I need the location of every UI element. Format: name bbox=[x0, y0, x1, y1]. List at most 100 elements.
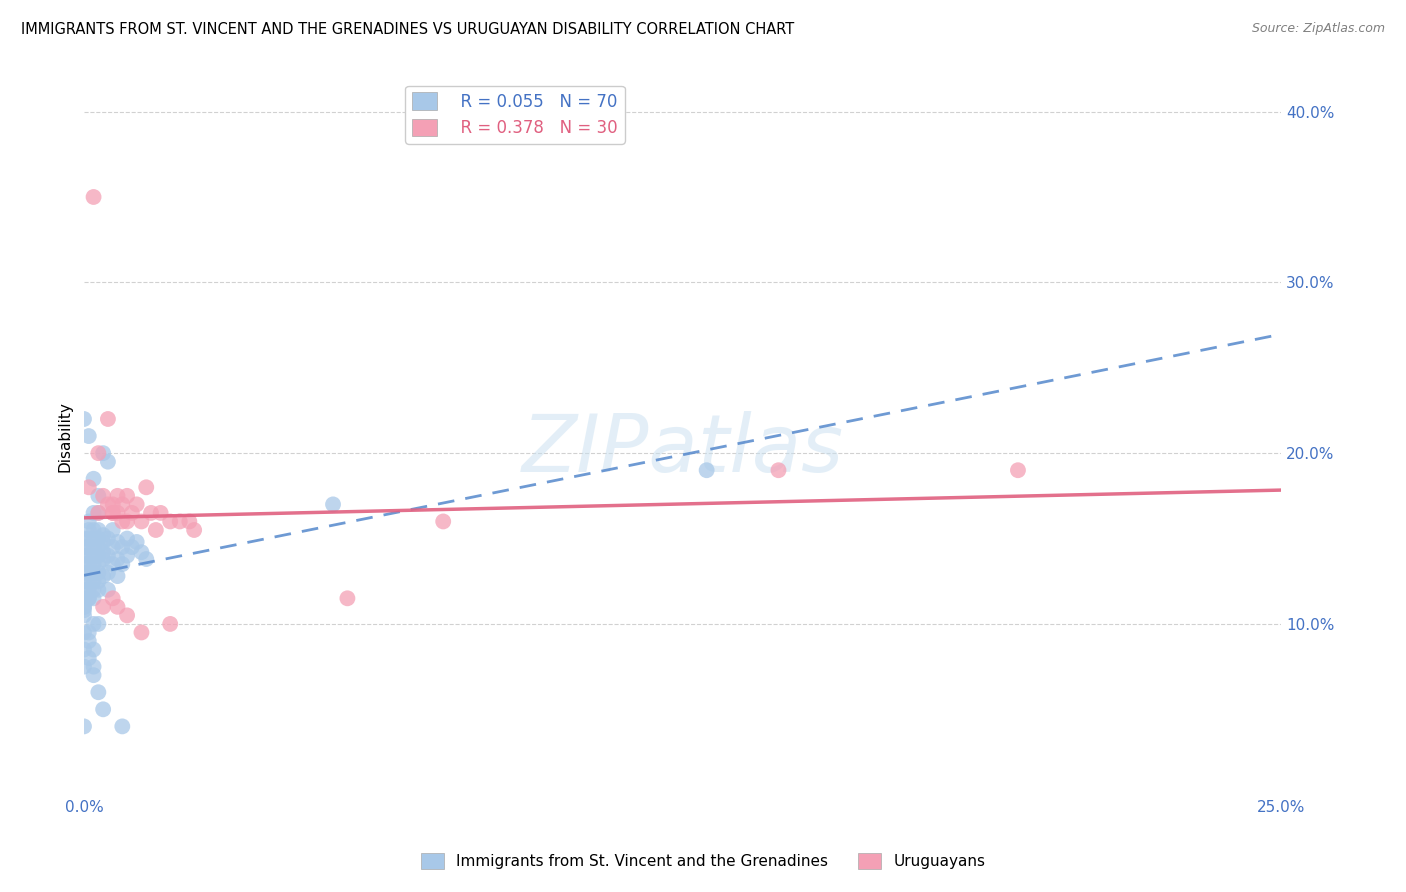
Point bbox=[77, 557, 100, 571]
Legend: Immigrants from St. Vincent and the Grenadines, Uruguayans: Immigrants from St. Vincent and the Gren… bbox=[415, 847, 991, 875]
Point bbox=[87, 685, 110, 699]
Point bbox=[169, 515, 191, 529]
Point bbox=[111, 497, 134, 511]
Point bbox=[696, 463, 718, 477]
Point bbox=[91, 545, 114, 559]
Point bbox=[77, 549, 100, 563]
Point bbox=[87, 540, 110, 554]
Point bbox=[111, 557, 134, 571]
Point bbox=[77, 591, 100, 606]
Point bbox=[107, 506, 129, 520]
Point bbox=[179, 515, 201, 529]
Point bbox=[97, 497, 120, 511]
Point bbox=[87, 549, 110, 563]
Point bbox=[111, 515, 134, 529]
Point bbox=[91, 569, 114, 583]
Point bbox=[87, 506, 110, 520]
Point bbox=[77, 532, 100, 546]
Point bbox=[87, 523, 110, 537]
Point bbox=[107, 569, 129, 583]
Point bbox=[91, 599, 114, 614]
Point bbox=[121, 540, 143, 554]
Point bbox=[87, 574, 110, 589]
Point bbox=[83, 549, 105, 563]
Point bbox=[111, 719, 134, 733]
Point bbox=[73, 603, 96, 617]
Point bbox=[131, 515, 153, 529]
Point bbox=[115, 549, 138, 563]
Point bbox=[87, 489, 110, 503]
Point bbox=[87, 532, 110, 546]
Point bbox=[73, 582, 96, 597]
Point bbox=[101, 506, 124, 520]
Point bbox=[91, 528, 114, 542]
Point bbox=[101, 557, 124, 571]
Point bbox=[125, 535, 148, 549]
Point bbox=[83, 557, 105, 571]
Point bbox=[115, 532, 138, 546]
Point bbox=[145, 523, 167, 537]
Point bbox=[73, 642, 96, 657]
Point bbox=[77, 515, 100, 529]
Point bbox=[91, 535, 114, 549]
Point bbox=[77, 523, 100, 537]
Point bbox=[101, 591, 124, 606]
Point bbox=[73, 599, 96, 614]
Point bbox=[97, 532, 120, 546]
Point bbox=[87, 582, 110, 597]
Point bbox=[159, 616, 181, 631]
Point bbox=[83, 642, 105, 657]
Point bbox=[73, 532, 96, 546]
Point bbox=[97, 549, 120, 563]
Point bbox=[322, 497, 344, 511]
Point bbox=[83, 591, 105, 606]
Point bbox=[111, 540, 134, 554]
Point bbox=[107, 489, 129, 503]
Point bbox=[73, 412, 96, 426]
Point bbox=[73, 625, 96, 640]
Point bbox=[73, 557, 96, 571]
Text: IMMIGRANTS FROM ST. VINCENT AND THE GRENADINES VS URUGUAYAN DISABILITY CORRELATI: IMMIGRANTS FROM ST. VINCENT AND THE GREN… bbox=[21, 22, 794, 37]
Point bbox=[115, 489, 138, 503]
Point bbox=[83, 523, 105, 537]
Point bbox=[73, 574, 96, 589]
Point bbox=[101, 523, 124, 537]
Legend:   R = 0.055   N = 70,   R = 0.378   N = 30: R = 0.055 N = 70, R = 0.378 N = 30 bbox=[405, 86, 624, 144]
Point bbox=[336, 591, 359, 606]
Point bbox=[125, 497, 148, 511]
Point bbox=[87, 566, 110, 580]
Point bbox=[149, 506, 172, 520]
Point bbox=[97, 455, 120, 469]
Point bbox=[432, 515, 454, 529]
Point bbox=[91, 489, 114, 503]
Point bbox=[115, 515, 138, 529]
Point bbox=[83, 506, 105, 520]
Point bbox=[91, 552, 114, 566]
Point bbox=[101, 540, 124, 554]
Point bbox=[77, 574, 100, 589]
Point bbox=[77, 625, 100, 640]
Point bbox=[107, 535, 129, 549]
Point bbox=[73, 591, 96, 606]
Point bbox=[77, 429, 100, 443]
Point bbox=[101, 497, 124, 511]
Point bbox=[183, 523, 205, 537]
Point bbox=[107, 599, 129, 614]
Point bbox=[97, 566, 120, 580]
Point bbox=[77, 591, 100, 606]
Point bbox=[97, 412, 120, 426]
Point bbox=[73, 608, 96, 623]
Point bbox=[73, 549, 96, 563]
Point bbox=[83, 566, 105, 580]
Point bbox=[83, 540, 105, 554]
Point bbox=[115, 608, 138, 623]
Point bbox=[131, 625, 153, 640]
Point bbox=[87, 557, 110, 571]
Point bbox=[73, 540, 96, 554]
Point bbox=[135, 480, 157, 494]
Point bbox=[77, 634, 100, 648]
Point bbox=[73, 719, 96, 733]
Point bbox=[83, 472, 105, 486]
Y-axis label: Disability: Disability bbox=[58, 401, 72, 472]
Point bbox=[1007, 463, 1029, 477]
